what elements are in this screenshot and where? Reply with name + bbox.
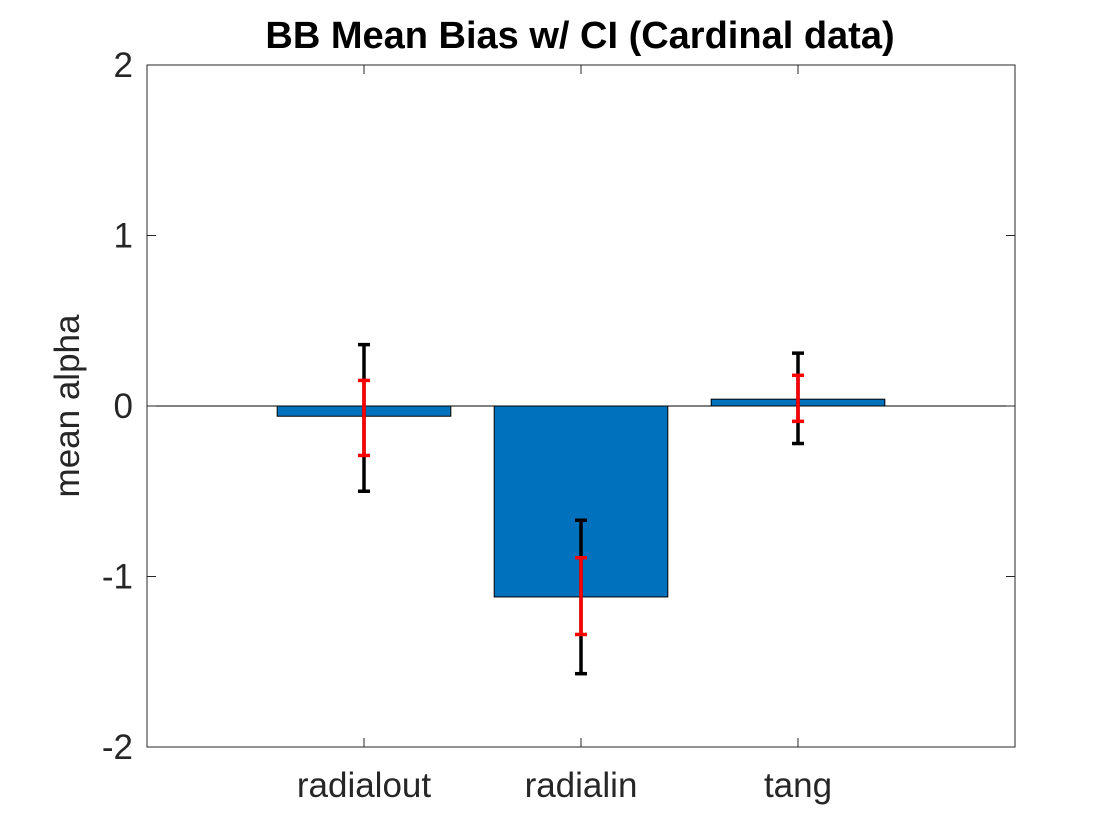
y-axis-label: mean alpha (48, 314, 87, 497)
x-tick-label-radialout: radialout (297, 766, 432, 805)
y-tick-label: -2 (102, 728, 133, 767)
x-tick-label-radialin: radialin (525, 766, 638, 805)
y-tick-label: -1 (102, 558, 133, 597)
chart-title: BB Mean Bias w/ CI (Cardinal data) (265, 15, 894, 57)
plot-area: -2 -1 0 1 2 radialout radialin tang (102, 46, 1016, 805)
y-tick-label: 1 (114, 217, 133, 256)
x-tick-label-tang: tang (764, 766, 832, 805)
y-tick-label: 2 (114, 46, 133, 85)
y-tick-label: 0 (114, 387, 133, 426)
